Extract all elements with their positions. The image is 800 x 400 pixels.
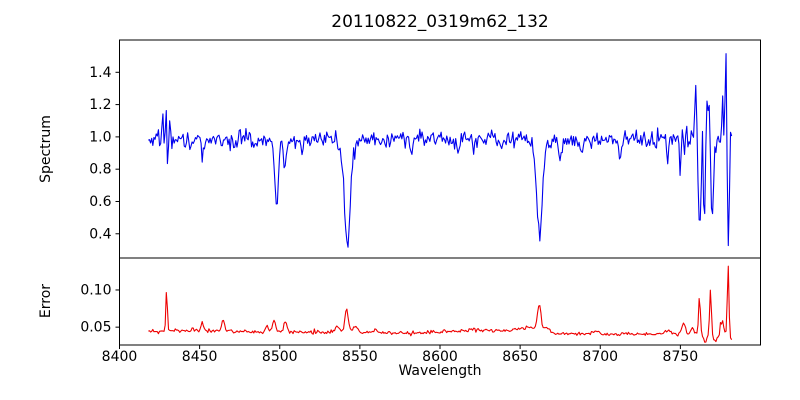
- x-tick-label: 8550: [342, 349, 378, 365]
- x-tick-label: 8700: [582, 349, 618, 365]
- error-y-tick-label: 0.10: [80, 282, 111, 298]
- chart-title: 20110822_0319m62_132: [331, 12, 549, 32]
- error-y-axis-label: Error: [38, 283, 54, 319]
- spectrum-y-tick-label: 0.4: [89, 226, 111, 242]
- x-tick-label: 8650: [502, 349, 538, 365]
- spectrum-y-tick-label: 0.8: [89, 162, 111, 178]
- x-tick-label: 8500: [262, 349, 298, 365]
- x-tick-label: 8400: [102, 349, 138, 365]
- spectrum-y-tick-label: 1.2: [89, 97, 111, 113]
- spectrum-panel-border: [119, 39, 761, 259]
- spectrum-y-tick-label: 1.4: [89, 65, 111, 81]
- x-tick-label: 8750: [663, 349, 699, 365]
- spectrum-line: [148, 53, 733, 248]
- spectrum-y-tick-label: 0.6: [89, 194, 111, 210]
- x-tick-label: 8600: [422, 349, 458, 365]
- spectrum-y-tick-label: 1.0: [89, 129, 111, 145]
- x-tick-label: 8450: [182, 349, 218, 365]
- error-line: [148, 265, 733, 343]
- error-y-tick-label: 0.05: [80, 320, 111, 336]
- x-axis-label: Wavelength: [398, 363, 482, 379]
- spectrum-y-axis-label: Spectrum: [38, 115, 54, 183]
